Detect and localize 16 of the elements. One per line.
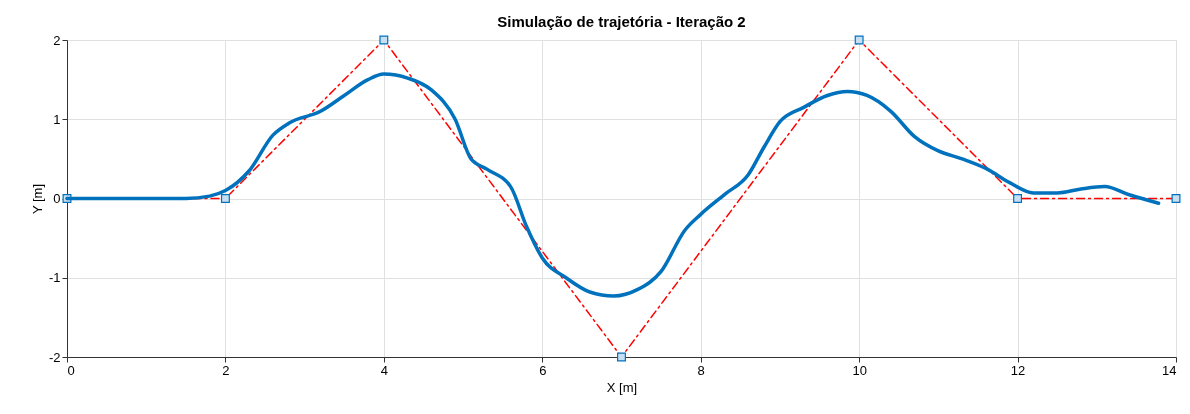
y-tick-label: 1 — [53, 111, 61, 127]
x-tick-label: 2 — [222, 362, 230, 378]
chart-title: Simulação de trajetória - Iteração 2 — [497, 12, 746, 30]
x-axis-title: X [m] — [606, 379, 638, 395]
x-tick-label: 4 — [380, 362, 388, 378]
x-tick-label: 10 — [852, 362, 867, 378]
x-tick-label: 0 — [67, 362, 75, 378]
y-tick-label: -1 — [48, 270, 61, 286]
x-tick-label: 14 — [1162, 362, 1177, 378]
x-tick-label: 12 — [1010, 362, 1026, 378]
y-axis-title: Y [m] — [29, 183, 45, 215]
y-tick-label: 0 — [53, 191, 61, 206]
y-tick-label: -2 — [48, 349, 61, 365]
y-tick-label: 2 — [53, 32, 61, 48]
x-tick-label: 6 — [539, 362, 547, 378]
x-tick-label: 8 — [697, 362, 705, 378]
